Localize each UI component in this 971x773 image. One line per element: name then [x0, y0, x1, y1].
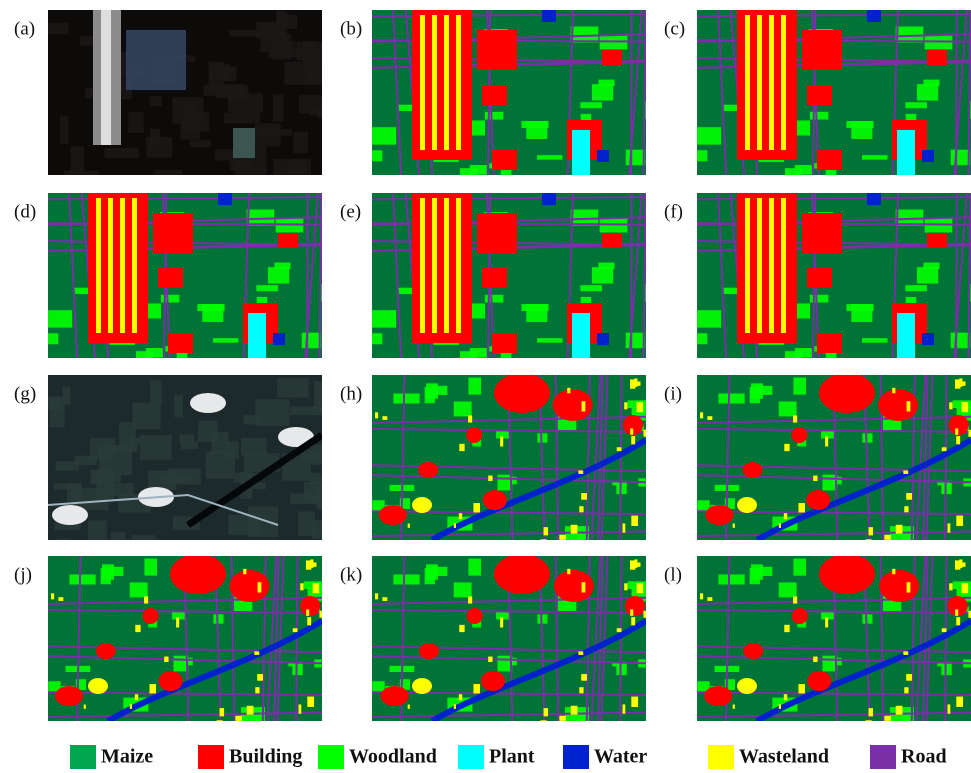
panel	[372, 554, 651, 728]
panel	[697, 373, 971, 547]
panel	[697, 10, 971, 186]
panel	[697, 193, 971, 369]
panel-label: (g)	[14, 383, 36, 404]
legend-label: Building	[229, 746, 302, 768]
panel-label: (b)	[340, 18, 362, 39]
legend-swatch	[563, 745, 589, 769]
panel-label: (h)	[340, 383, 362, 404]
panel	[697, 554, 971, 728]
panel-label: (c)	[664, 18, 685, 39]
panel	[372, 373, 651, 547]
legend-swatch	[870, 745, 896, 769]
figure: (a) (b) (c) (d) (e) (f) (g) (h) (i) (j) (k) (l) Maiz…	[0, 0, 971, 773]
panel	[48, 554, 327, 728]
panel-label: (l)	[664, 564, 682, 585]
panel-label: (f)	[664, 201, 683, 222]
legend-label: Road	[901, 746, 947, 768]
legend-label: Woodland	[349, 746, 437, 768]
panel	[48, 193, 327, 369]
legend-swatch	[318, 745, 344, 769]
panel-label: (j)	[14, 564, 32, 585]
panel-label: (e)	[340, 201, 361, 222]
legend-swatch	[708, 745, 734, 769]
legend-label: Maize	[101, 746, 153, 768]
legend-label: Wasteland	[739, 746, 829, 768]
legend-swatch	[458, 745, 484, 769]
panel	[48, 375, 347, 566]
panel	[372, 10, 651, 186]
panel	[372, 193, 651, 369]
panel-label: (d)	[14, 201, 36, 222]
panel-label: (i)	[664, 383, 682, 404]
panel	[48, 10, 332, 200]
legend-swatch	[70, 745, 96, 769]
legend-label: Plant	[489, 746, 535, 768]
panel-label: (k)	[340, 564, 362, 585]
legend-label: Water	[594, 746, 647, 768]
legend-swatch	[198, 745, 224, 769]
panel-label: (a)	[14, 18, 35, 39]
